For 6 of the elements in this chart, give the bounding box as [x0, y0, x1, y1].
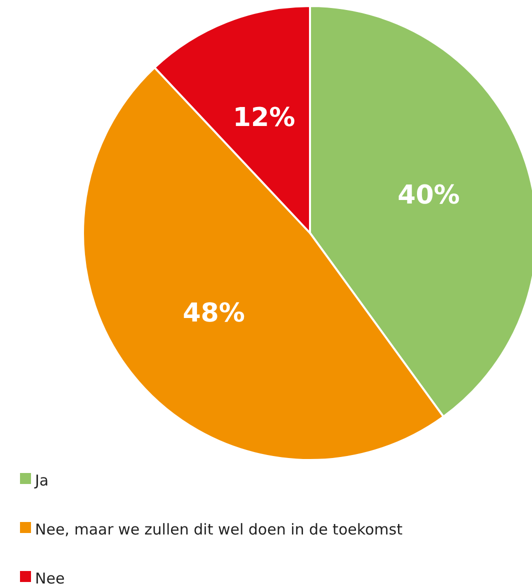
data-label: 12%: [232, 103, 296, 134]
legend-label: Nee, maar we zullen dit wel doen in de toekomst: [35, 520, 403, 538]
legend-label: Ja: [34, 471, 49, 490]
data-label: 48%: [182, 298, 245, 329]
legend-label: Nee: [35, 569, 65, 588]
data-label: 40%: [398, 180, 460, 211]
